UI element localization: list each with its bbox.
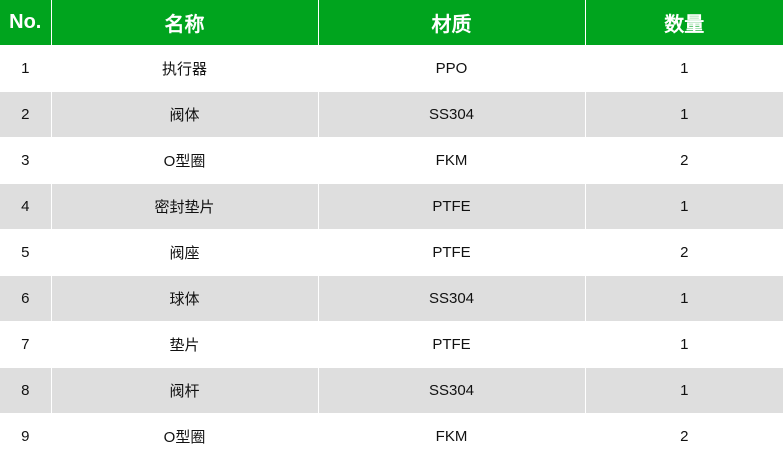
cell-name: 垫片	[51, 322, 318, 368]
cell-quantity: 1	[585, 276, 783, 322]
cell-no: 5	[0, 230, 51, 276]
cell-name: 阀座	[51, 230, 318, 276]
header-name: 名称	[51, 0, 318, 46]
cell-no: 6	[0, 276, 51, 322]
cell-material: PPO	[318, 46, 585, 92]
cell-name: 阀体	[51, 92, 318, 138]
cell-quantity: 2	[585, 414, 783, 459]
cell-quantity: 2	[585, 138, 783, 184]
cell-quantity: 1	[585, 368, 783, 414]
cell-name: 执行器	[51, 46, 318, 92]
cell-material: FKM	[318, 414, 585, 459]
cell-material: SS304	[318, 276, 585, 322]
cell-no: 2	[0, 92, 51, 138]
cell-quantity: 2	[585, 230, 783, 276]
cell-quantity: 1	[585, 46, 783, 92]
cell-name: O型圈	[51, 138, 318, 184]
cell-no: 9	[0, 414, 51, 459]
cell-name: 密封垫片	[51, 184, 318, 230]
header-material: 材质	[318, 0, 585, 46]
cell-name: 阀杆	[51, 368, 318, 414]
cell-quantity: 1	[585, 322, 783, 368]
cell-material: PTFE	[318, 322, 585, 368]
cell-no: 3	[0, 138, 51, 184]
cell-no: 4	[0, 184, 51, 230]
cell-no: 7	[0, 322, 51, 368]
cell-name: 球体	[51, 276, 318, 322]
cell-material: SS304	[318, 368, 585, 414]
cell-material: PTFE	[318, 230, 585, 276]
header-quantity: 数量	[585, 0, 783, 46]
cell-material: SS304	[318, 92, 585, 138]
cell-quantity: 1	[585, 92, 783, 138]
cell-quantity: 1	[585, 184, 783, 230]
cell-name: O型圈	[51, 414, 318, 459]
cell-material: PTFE	[318, 184, 585, 230]
cell-no: 8	[0, 368, 51, 414]
header-no: No.	[0, 0, 51, 46]
cell-no: 1	[0, 46, 51, 92]
cell-material: FKM	[318, 138, 585, 184]
table-header: No. 名称 材质 数量	[0, 0, 783, 46]
